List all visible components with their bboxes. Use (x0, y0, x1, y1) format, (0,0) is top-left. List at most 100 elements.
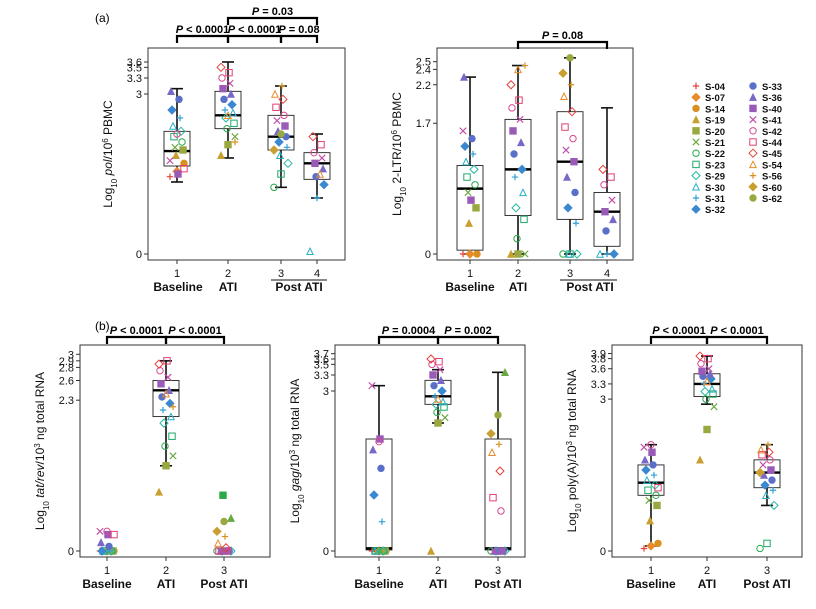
data-point (654, 484, 662, 492)
data-point (515, 96, 523, 104)
data-point (219, 84, 227, 93)
data-point (225, 68, 233, 77)
data-point (506, 249, 516, 258)
y-axis-label-part: 3 (288, 449, 297, 454)
data-point (278, 94, 288, 105)
data-point (500, 368, 510, 377)
legend-item: S-30 (691, 182, 725, 194)
legend-label: S-21 (705, 138, 726, 149)
bracket-label: P = 0.03 (252, 6, 293, 18)
data-point (171, 143, 179, 151)
y-axis-label-part: Log (33, 510, 47, 530)
data-point (695, 351, 705, 361)
data-point (514, 250, 522, 258)
legend-item: S-29 (691, 170, 725, 183)
bracket-label: P = 0.08 (278, 24, 319, 36)
box-iqr (152, 380, 180, 418)
data-point (433, 394, 443, 403)
y-axis-label-part: ng total RNA (565, 370, 579, 441)
data-point (178, 138, 186, 146)
x-group-label: ATI (429, 577, 447, 591)
data-point (465, 249, 475, 259)
y-tick-label: 3 (68, 349, 74, 361)
data-point (105, 542, 113, 551)
data-point (749, 127, 757, 135)
bracket-line (175, 34, 230, 43)
data-point (281, 122, 289, 130)
legend-item: S-56 (749, 172, 782, 183)
bracket-label-p: P (278, 24, 286, 36)
legend-item: S-45 (748, 148, 783, 160)
data-point (559, 250, 567, 258)
legend-label: S-62 (762, 194, 782, 205)
legend-label: S-60 (762, 183, 782, 194)
bracket-line (226, 16, 319, 25)
data-point (511, 203, 521, 213)
data-point (461, 157, 471, 166)
significance-bracket: P = 0.0004 (377, 325, 440, 344)
bracket-label-value: = 0.08 (549, 30, 583, 42)
data-point (498, 547, 506, 555)
data-point (317, 140, 325, 149)
data-point (748, 182, 758, 192)
significance-bracket: P = 0.002 (436, 325, 500, 344)
y-tick-label: 2.8 (59, 362, 74, 374)
data-point (521, 62, 529, 69)
data-point (769, 487, 777, 494)
significance-bracket: P < 0.0001 (175, 24, 230, 43)
data-point (305, 247, 315, 256)
data-point (269, 145, 279, 155)
box-2 (504, 64, 532, 255)
data-point (220, 95, 228, 104)
legend-label: S-31 (705, 194, 726, 205)
legend-item: S-22 (692, 149, 725, 160)
data-point (702, 377, 712, 386)
data-point (489, 493, 497, 502)
data-point (490, 547, 498, 555)
data-point (495, 441, 503, 448)
data-point (603, 250, 611, 258)
data-point (692, 127, 700, 135)
y-tick-label: 3.8 (591, 354, 606, 366)
x-tick-label: 3 (567, 268, 573, 280)
data-point (653, 501, 661, 510)
x-group-label: ATI (219, 280, 237, 294)
data-point (691, 204, 701, 214)
data-point (429, 371, 437, 379)
bracket-line (377, 335, 440, 344)
x-tick-label: 3 (278, 268, 284, 280)
data-point (562, 146, 570, 154)
legend-label: S-19 (705, 116, 725, 127)
data-point (164, 386, 174, 395)
data-point (691, 92, 701, 102)
y-tick-label: 3.3 (127, 73, 142, 85)
data-point (513, 65, 523, 74)
data-point (216, 151, 226, 160)
legend-item: S-40 (749, 104, 782, 115)
data-point (518, 188, 528, 197)
bracket-label: P < 0.0001 (710, 325, 764, 337)
data-point (180, 159, 188, 168)
data-point (756, 544, 764, 553)
data-point (609, 249, 619, 259)
data-point (647, 440, 655, 449)
data-point (767, 466, 775, 474)
box-iqr (556, 111, 584, 220)
data-point (748, 160, 758, 169)
bracket-line (279, 34, 319, 43)
data-point (275, 151, 285, 160)
y-tick-label: 0 (425, 249, 431, 261)
y-axis-label: Log10 tat/rev/103 ng total RNA (33, 372, 51, 530)
data-point (759, 470, 769, 479)
bracket-label-value: < 0.0001 (718, 325, 764, 337)
data-point (215, 547, 223, 555)
data-point (756, 445, 766, 454)
y-tick-label: 3 (136, 89, 142, 101)
data-point (487, 448, 497, 457)
data-point (440, 403, 448, 411)
x-group-label: ATI (698, 577, 716, 591)
legend-item: S-36 (748, 92, 782, 104)
data-point (764, 447, 774, 457)
